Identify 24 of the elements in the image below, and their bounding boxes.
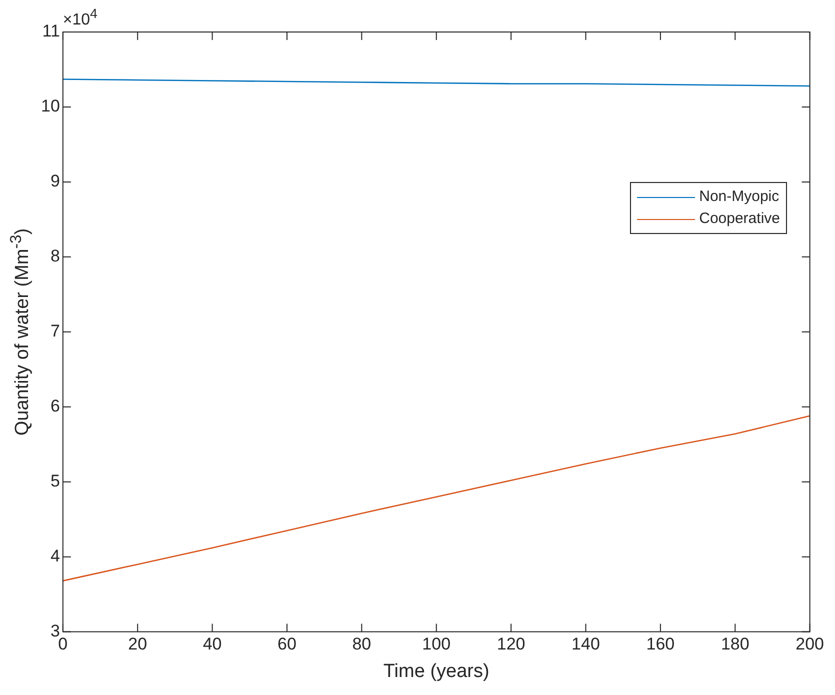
x-axis-title: Time (years) xyxy=(383,660,490,682)
x-tick-label: 180 xyxy=(720,634,750,654)
x-tick-label: 20 xyxy=(128,634,148,654)
x-tick-label: 100 xyxy=(422,634,451,654)
y-tick-label: 8 xyxy=(50,246,60,266)
y-tick-label: 3 xyxy=(50,621,60,640)
y-tick-label: 10 xyxy=(40,96,60,116)
y-tick-label: 4 xyxy=(50,546,60,566)
x-tick-label: 0 xyxy=(58,634,68,654)
text: ×10$^{4}$ xyxy=(62,6,98,30)
x-tick-label: 120 xyxy=(496,634,526,654)
legend-label: Cooperative xyxy=(699,209,780,229)
y-tick-label: 7 xyxy=(50,322,60,341)
x-tick-label: 160 xyxy=(646,634,675,654)
y-tick-label: 11 xyxy=(42,22,60,41)
y-tick-label: 9 xyxy=(50,172,60,191)
x-tick-label: 80 xyxy=(352,634,372,654)
x-tick-label: 40 xyxy=(202,634,222,654)
x-tick-label: 200 xyxy=(796,634,824,654)
y-tick-label: 6 xyxy=(50,396,60,416)
x-tick-label: 140 xyxy=(572,634,600,654)
y-tick-label: 5 xyxy=(50,472,60,491)
legend-label: Non-Myopic xyxy=(699,187,780,207)
x-tick-label: 60 xyxy=(278,634,296,654)
